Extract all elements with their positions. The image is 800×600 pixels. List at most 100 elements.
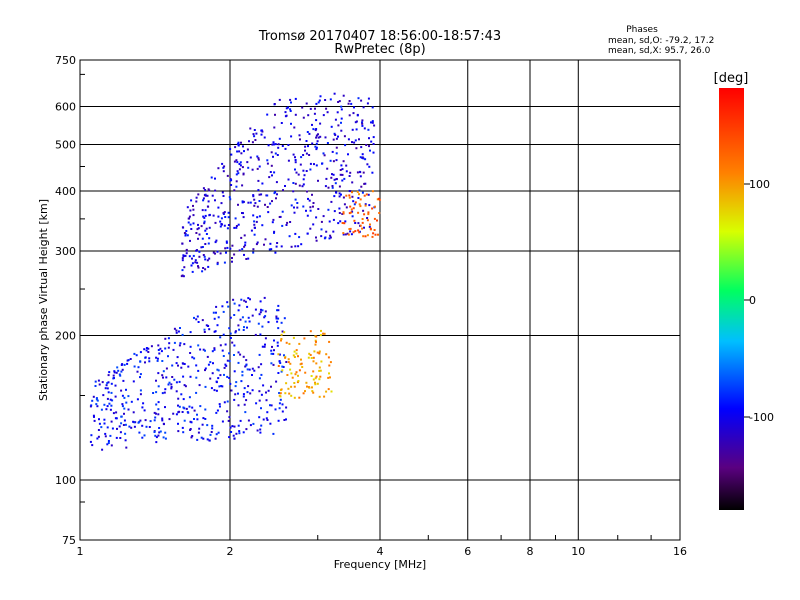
data-point [256, 216, 259, 219]
data-point [202, 437, 205, 440]
data-point [303, 174, 306, 177]
data-point [217, 316, 220, 319]
data-point [348, 175, 351, 177]
data-point [115, 436, 118, 439]
data-point [347, 138, 350, 141]
data-point [244, 300, 247, 303]
data-point [195, 391, 198, 394]
data-point [261, 309, 264, 312]
data-point [219, 405, 221, 408]
data-point [225, 241, 228, 244]
data-point [152, 392, 155, 394]
data-point [354, 121, 357, 124]
data-point [278, 402, 281, 405]
data-point [330, 390, 333, 393]
data-point [193, 409, 196, 412]
data-point [181, 269, 184, 272]
data-point [156, 359, 159, 362]
y-tick-label: 600 [55, 101, 76, 114]
data-point [253, 204, 256, 207]
data-point [251, 141, 254, 144]
data-point [129, 358, 132, 360]
y-tick-label: 100 [55, 474, 76, 487]
data-point [216, 263, 219, 266]
x-tick-label: 2 [227, 545, 234, 558]
data-point [285, 382, 288, 385]
data-point [192, 222, 195, 225]
data-point [97, 379, 100, 382]
data-point [94, 380, 97, 383]
data-point [360, 99, 363, 102]
data-point [214, 221, 217, 224]
data-point [231, 257, 233, 259]
data-point [315, 136, 318, 139]
data-point [233, 437, 236, 440]
data-point [139, 373, 142, 376]
data-point [206, 424, 209, 427]
data-point [247, 316, 250, 319]
data-point [299, 163, 302, 166]
data-point [110, 404, 113, 407]
data-point [299, 363, 302, 366]
data-point [296, 206, 299, 209]
data-point [274, 152, 277, 155]
data-point [192, 204, 194, 207]
data-point [364, 182, 367, 185]
data-point [267, 211, 270, 214]
data-point [319, 122, 322, 125]
data-point [315, 236, 317, 239]
data-point [96, 437, 99, 440]
data-point [283, 331, 286, 334]
data-point [189, 331, 192, 334]
data-point [89, 440, 92, 443]
data-point [191, 262, 194, 265]
data-point [274, 251, 277, 254]
data-point [198, 233, 201, 236]
data-point [325, 353, 328, 356]
data-point [249, 424, 252, 427]
data-point [339, 173, 342, 176]
data-point [293, 126, 296, 129]
data-point [196, 261, 199, 264]
data-point [177, 397, 180, 400]
data-point [343, 177, 346, 180]
data-point [223, 211, 226, 214]
data-point [295, 349, 298, 352]
data-point [229, 382, 232, 385]
data-point [251, 374, 253, 376]
data-point [209, 377, 212, 380]
data-point [244, 365, 247, 368]
data-point [299, 138, 301, 141]
data-point [144, 356, 147, 359]
data-point [144, 419, 147, 422]
data-point [371, 106, 374, 109]
data-point [301, 106, 304, 109]
data-point [249, 201, 252, 204]
data-point [278, 98, 281, 101]
data-point [241, 201, 244, 204]
data-point [297, 374, 299, 377]
data-point [361, 156, 364, 159]
data-point [202, 267, 205, 269]
data-point [196, 438, 199, 441]
data-point [260, 373, 263, 376]
data-point [188, 396, 191, 399]
data-point [330, 200, 333, 203]
data-point [139, 351, 142, 354]
data-point [284, 356, 287, 359]
data-point [278, 137, 281, 140]
data-point [373, 217, 376, 220]
data-point [217, 167, 220, 170]
data-point [302, 178, 305, 181]
data-point [238, 328, 241, 331]
data-point [222, 170, 225, 173]
data-point [350, 102, 353, 105]
data-point [196, 228, 199, 231]
data-point [243, 299, 246, 302]
data-point [348, 194, 351, 197]
data-point [199, 348, 202, 351]
data-point [241, 212, 243, 214]
colorbar-tick-minus-100: -100 [749, 411, 774, 424]
data-point [266, 411, 269, 414]
data-point [211, 372, 214, 375]
